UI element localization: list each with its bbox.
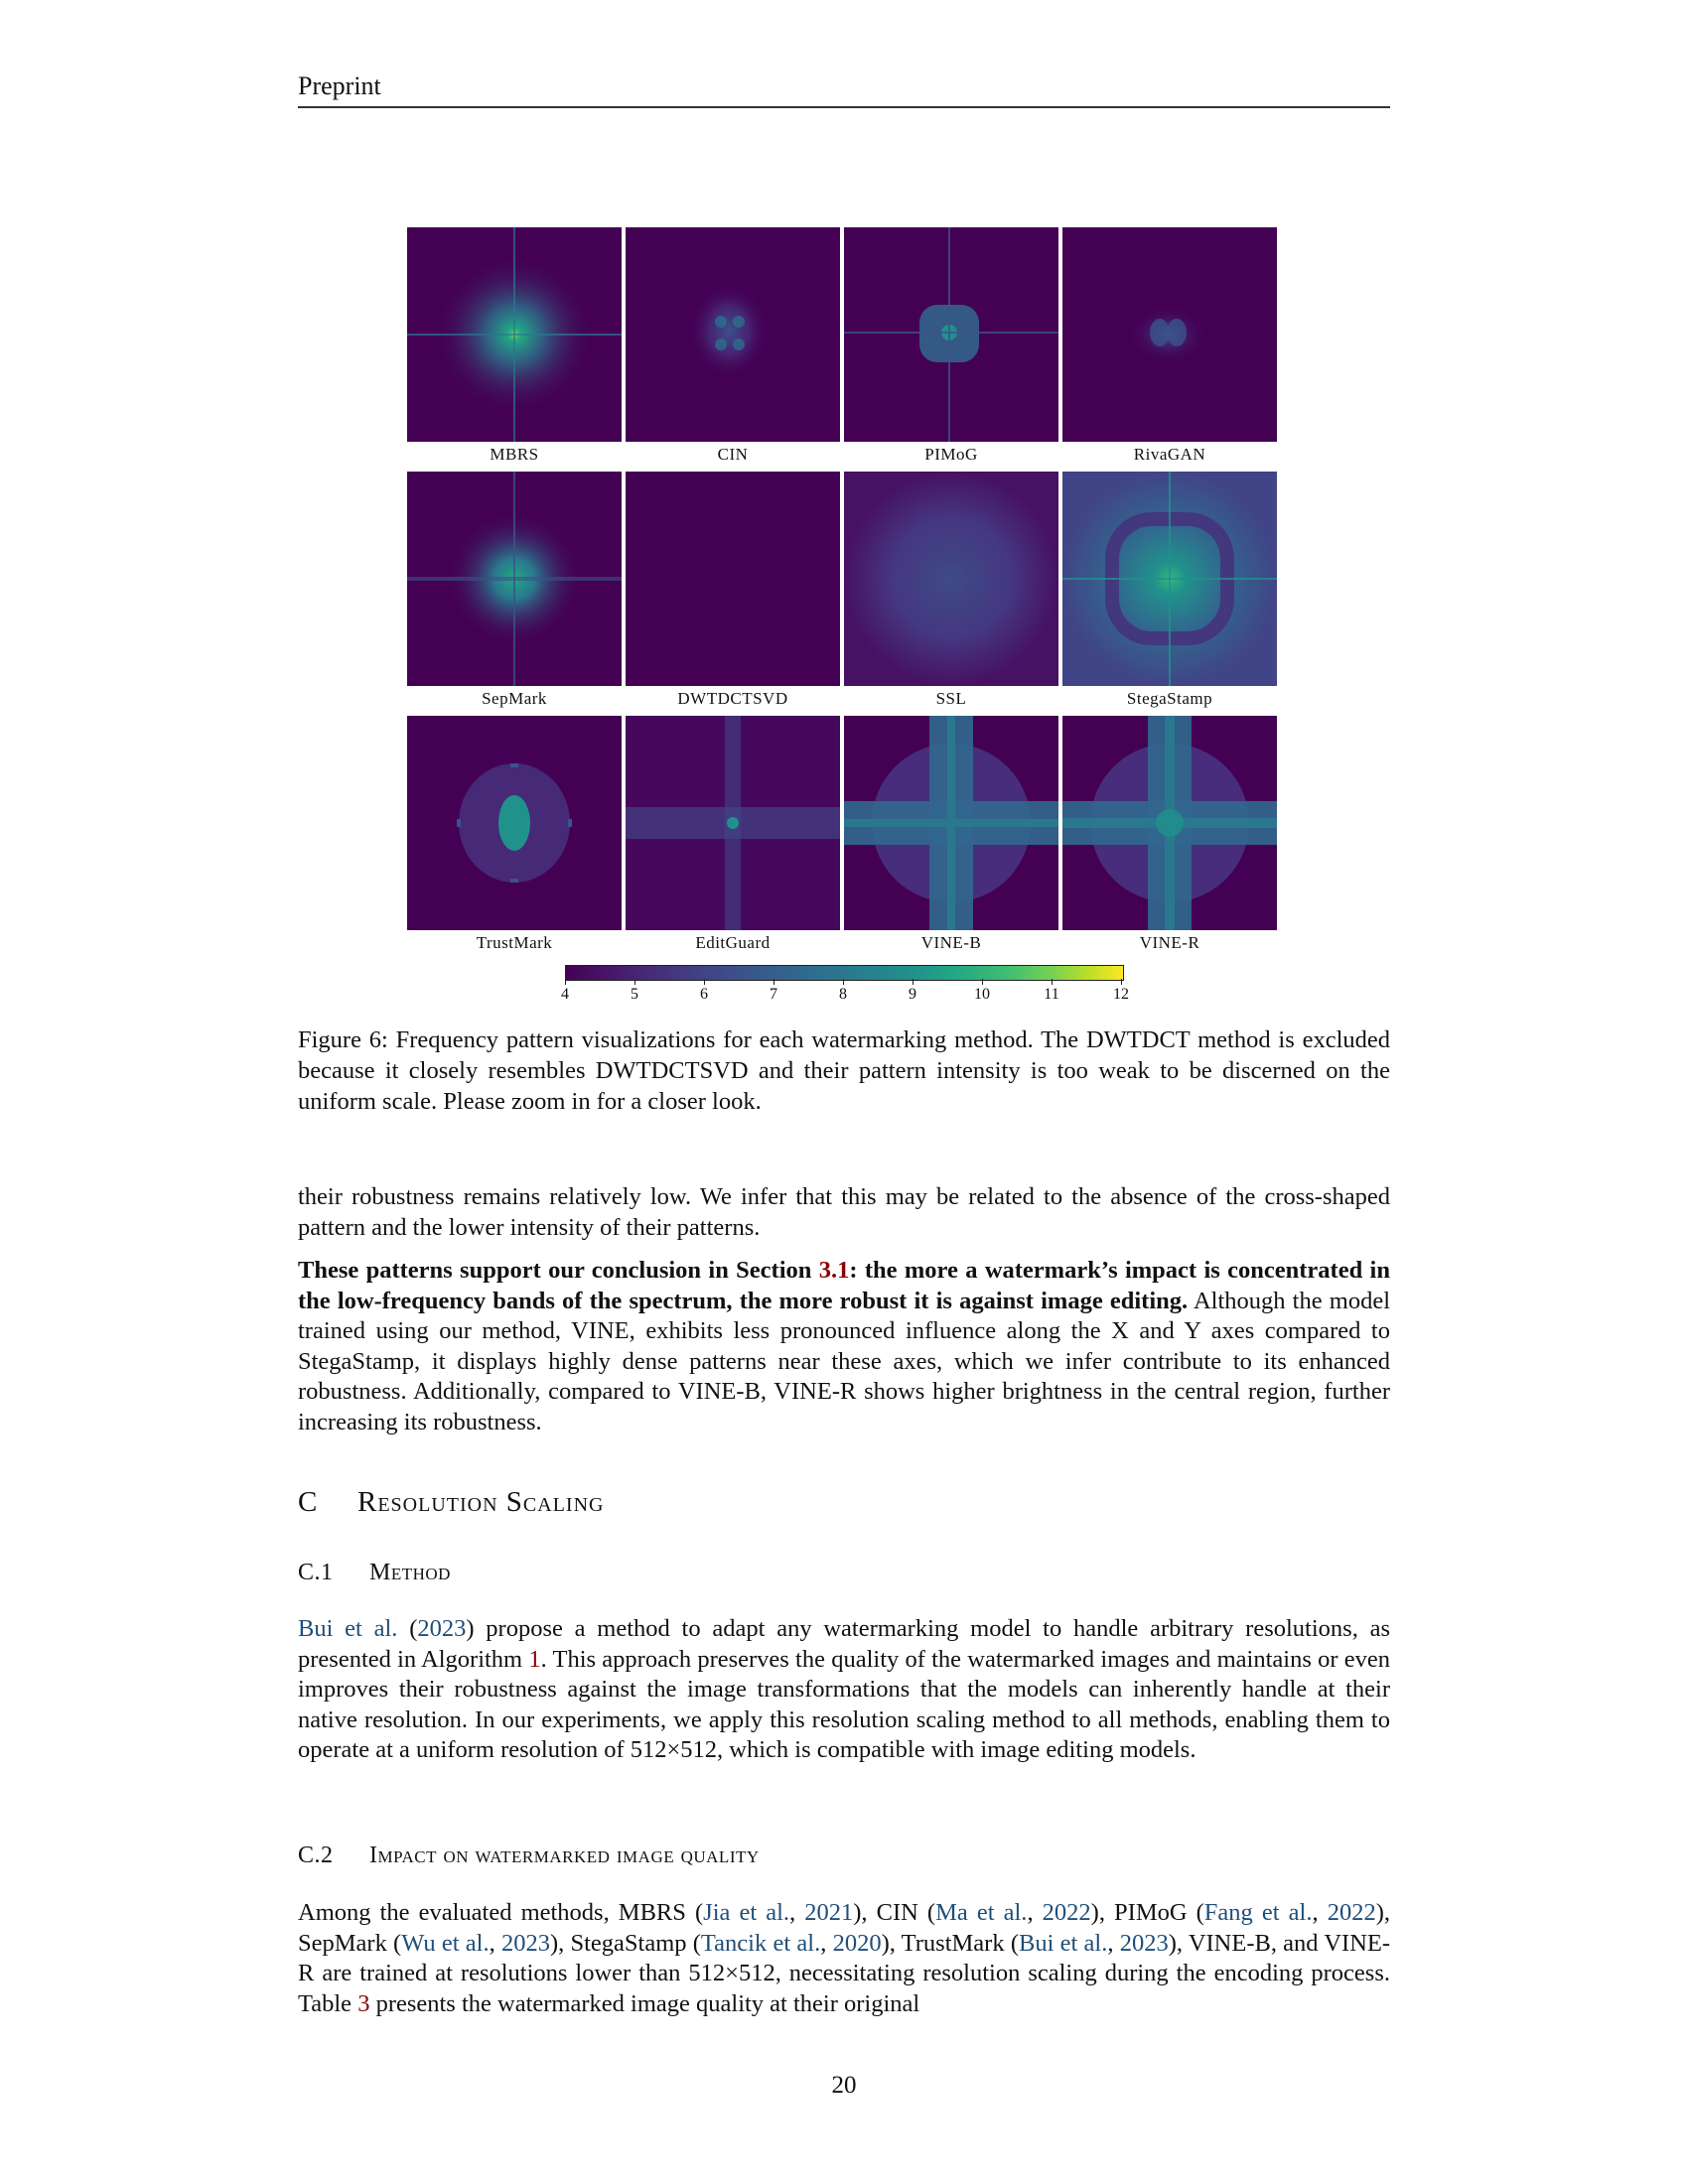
panel-label: VINE-B (920, 933, 982, 952)
panel-label: SSL (935, 689, 967, 708)
panel-label: TrustMark (476, 933, 553, 952)
header-rule (298, 106, 1390, 108)
body-text: ), TrustMark ( (881, 1929, 1019, 1957)
body-text: ), SepMark ( (298, 1899, 1390, 1957)
section-heading-c: C Resolution Scaling (298, 1486, 604, 1519)
body-text: , (1107, 1929, 1120, 1957)
body-text: ), CIN ( (853, 1899, 936, 1926)
panel-label: SepMark (482, 689, 547, 708)
colorbar-tick-label: 8 (839, 986, 847, 1003)
panel-vine-r (1062, 716, 1277, 930)
body-text: ) propose a method to adapt any watermar… (298, 1615, 1391, 1673)
paragraph-method: Bui et al. (2023) propose a method to ad… (298, 1614, 1390, 1766)
body-text: , (820, 1929, 833, 1957)
body-text: ( (397, 1615, 418, 1642)
body-text: presents the watermarked image quality a… (369, 1989, 920, 2017)
panel-dwtdctsvd (626, 472, 840, 686)
body-text: , (1027, 1899, 1043, 1926)
colorbar (565, 965, 1124, 981)
panel-label: PIMoG (924, 445, 978, 464)
body-text: ), StegaStamp ( (549, 1929, 701, 1957)
page-number: 20 (831, 2072, 857, 2099)
panel-label: StegaStamp (1126, 689, 1213, 708)
citation-link[interactable]: 2023 (417, 1615, 467, 1642)
colorbar-tick-label: 6 (700, 986, 708, 1003)
bold-text: : the more a watermark’s impact is conce… (298, 1257, 1390, 1314)
figure-caption: Figure 6: Frequency pattern visualizatio… (298, 1026, 1390, 1115)
panel-pimog (844, 227, 1058, 442)
panel-vine-b (844, 716, 1058, 930)
citation-link[interactable]: Jia et al. (703, 1899, 790, 1926)
colorbar-tick-label: 9 (909, 986, 916, 1003)
panel-label: EditGuard (695, 933, 771, 952)
panel-trustmark (407, 716, 622, 930)
citation-link[interactable]: Bui et al. (298, 1615, 398, 1642)
body-text: Among the evaluated methods, MBRS ( (298, 1899, 704, 1926)
section-ref-link[interactable]: 3.1 (818, 1257, 850, 1284)
colorbar-tick-label: 4 (561, 986, 569, 1003)
section-number: C (298, 1486, 319, 1518)
body-text: ), PIMoG ( (1090, 1899, 1204, 1926)
colorbar-ticks: 4 5 6 7 8 9 10 11 12 (561, 979, 1129, 1009)
algorithm-ref-link[interactable]: 1 (528, 1645, 541, 1673)
colorbar-tick-label: 11 (1044, 986, 1059, 1003)
body-text: . This approach preserves the quality of… (298, 1645, 1390, 1764)
colorbar-tick-label: 10 (974, 986, 990, 1003)
citation-link[interactable]: 2023 (500, 1929, 550, 1957)
colorbar-tick-label: 7 (770, 986, 777, 1003)
panel-label: MBRS (490, 445, 539, 464)
citation-link[interactable]: 2023 (1119, 1929, 1169, 1957)
citation-link[interactable]: Ma et al. (935, 1899, 1028, 1926)
citation-link[interactable]: Tancik et al. (700, 1929, 821, 1957)
body-text: Although the model trained using our met… (298, 1287, 1390, 1435)
frequency-figure-grid: MBRS CIN PIMoG (407, 227, 1281, 960)
subsection-heading-c1: C.1 Method (298, 1560, 451, 1586)
section-title: Resolution Scaling (357, 1486, 605, 1518)
paragraph-impact: Among the evaluated methods, MBRS (Jia e… (298, 1898, 1390, 2019)
panel-stegastamp (1062, 472, 1277, 686)
subsection-title: Impact on watermarked image quality (369, 1843, 760, 1868)
citation-link[interactable]: Fang et al. (1203, 1899, 1313, 1926)
colorbar-tick-label: 5 (631, 986, 638, 1003)
citation-link[interactable]: 2022 (1042, 1899, 1091, 1926)
bold-text: These patterns support our conclusion in… (298, 1257, 819, 1284)
citation-link[interactable]: 2022 (1327, 1899, 1376, 1926)
panel-label: VINE-R (1139, 933, 1200, 952)
citation-link[interactable]: Wu et al. (401, 1929, 490, 1957)
panel-ssl (844, 472, 1058, 686)
panel-editguard (626, 716, 840, 930)
subsection-heading-c2: C.2 Impact on watermarked image quality (298, 1843, 760, 1869)
panel-mbrs (407, 227, 622, 442)
subsection-title: Method (369, 1560, 451, 1585)
running-header: Preprint (298, 71, 381, 100)
colorbar-tick-label: 12 (1113, 986, 1129, 1003)
body-text: ), VINE-B, and VINE-R are trained at res… (298, 1929, 1391, 2017)
panel-rivagan (1062, 227, 1277, 442)
panel-cin (626, 227, 840, 442)
paragraph-robustness: their robustness remains relatively low.… (298, 1183, 1390, 1241)
citation-link[interactable]: Bui et al. (1018, 1929, 1108, 1957)
table-ref-link[interactable]: 3 (357, 1989, 370, 2017)
citation-link[interactable]: 2021 (804, 1899, 854, 1926)
paragraph-conclusion: These patterns support our conclusion in… (298, 1256, 1390, 1437)
subsection-number: C.2 (298, 1843, 334, 1868)
body-text: , (1312, 1899, 1328, 1926)
body-text: , (489, 1929, 501, 1957)
panel-label: DWTDCTSVD (677, 689, 788, 708)
subsection-number: C.1 (298, 1560, 334, 1585)
citation-link[interactable]: 2020 (832, 1929, 882, 1957)
body-text: , (789, 1899, 805, 1926)
panel-label: CIN (717, 445, 749, 464)
panel-sepmark (407, 472, 622, 686)
panel-label: RivaGAN (1133, 445, 1206, 464)
